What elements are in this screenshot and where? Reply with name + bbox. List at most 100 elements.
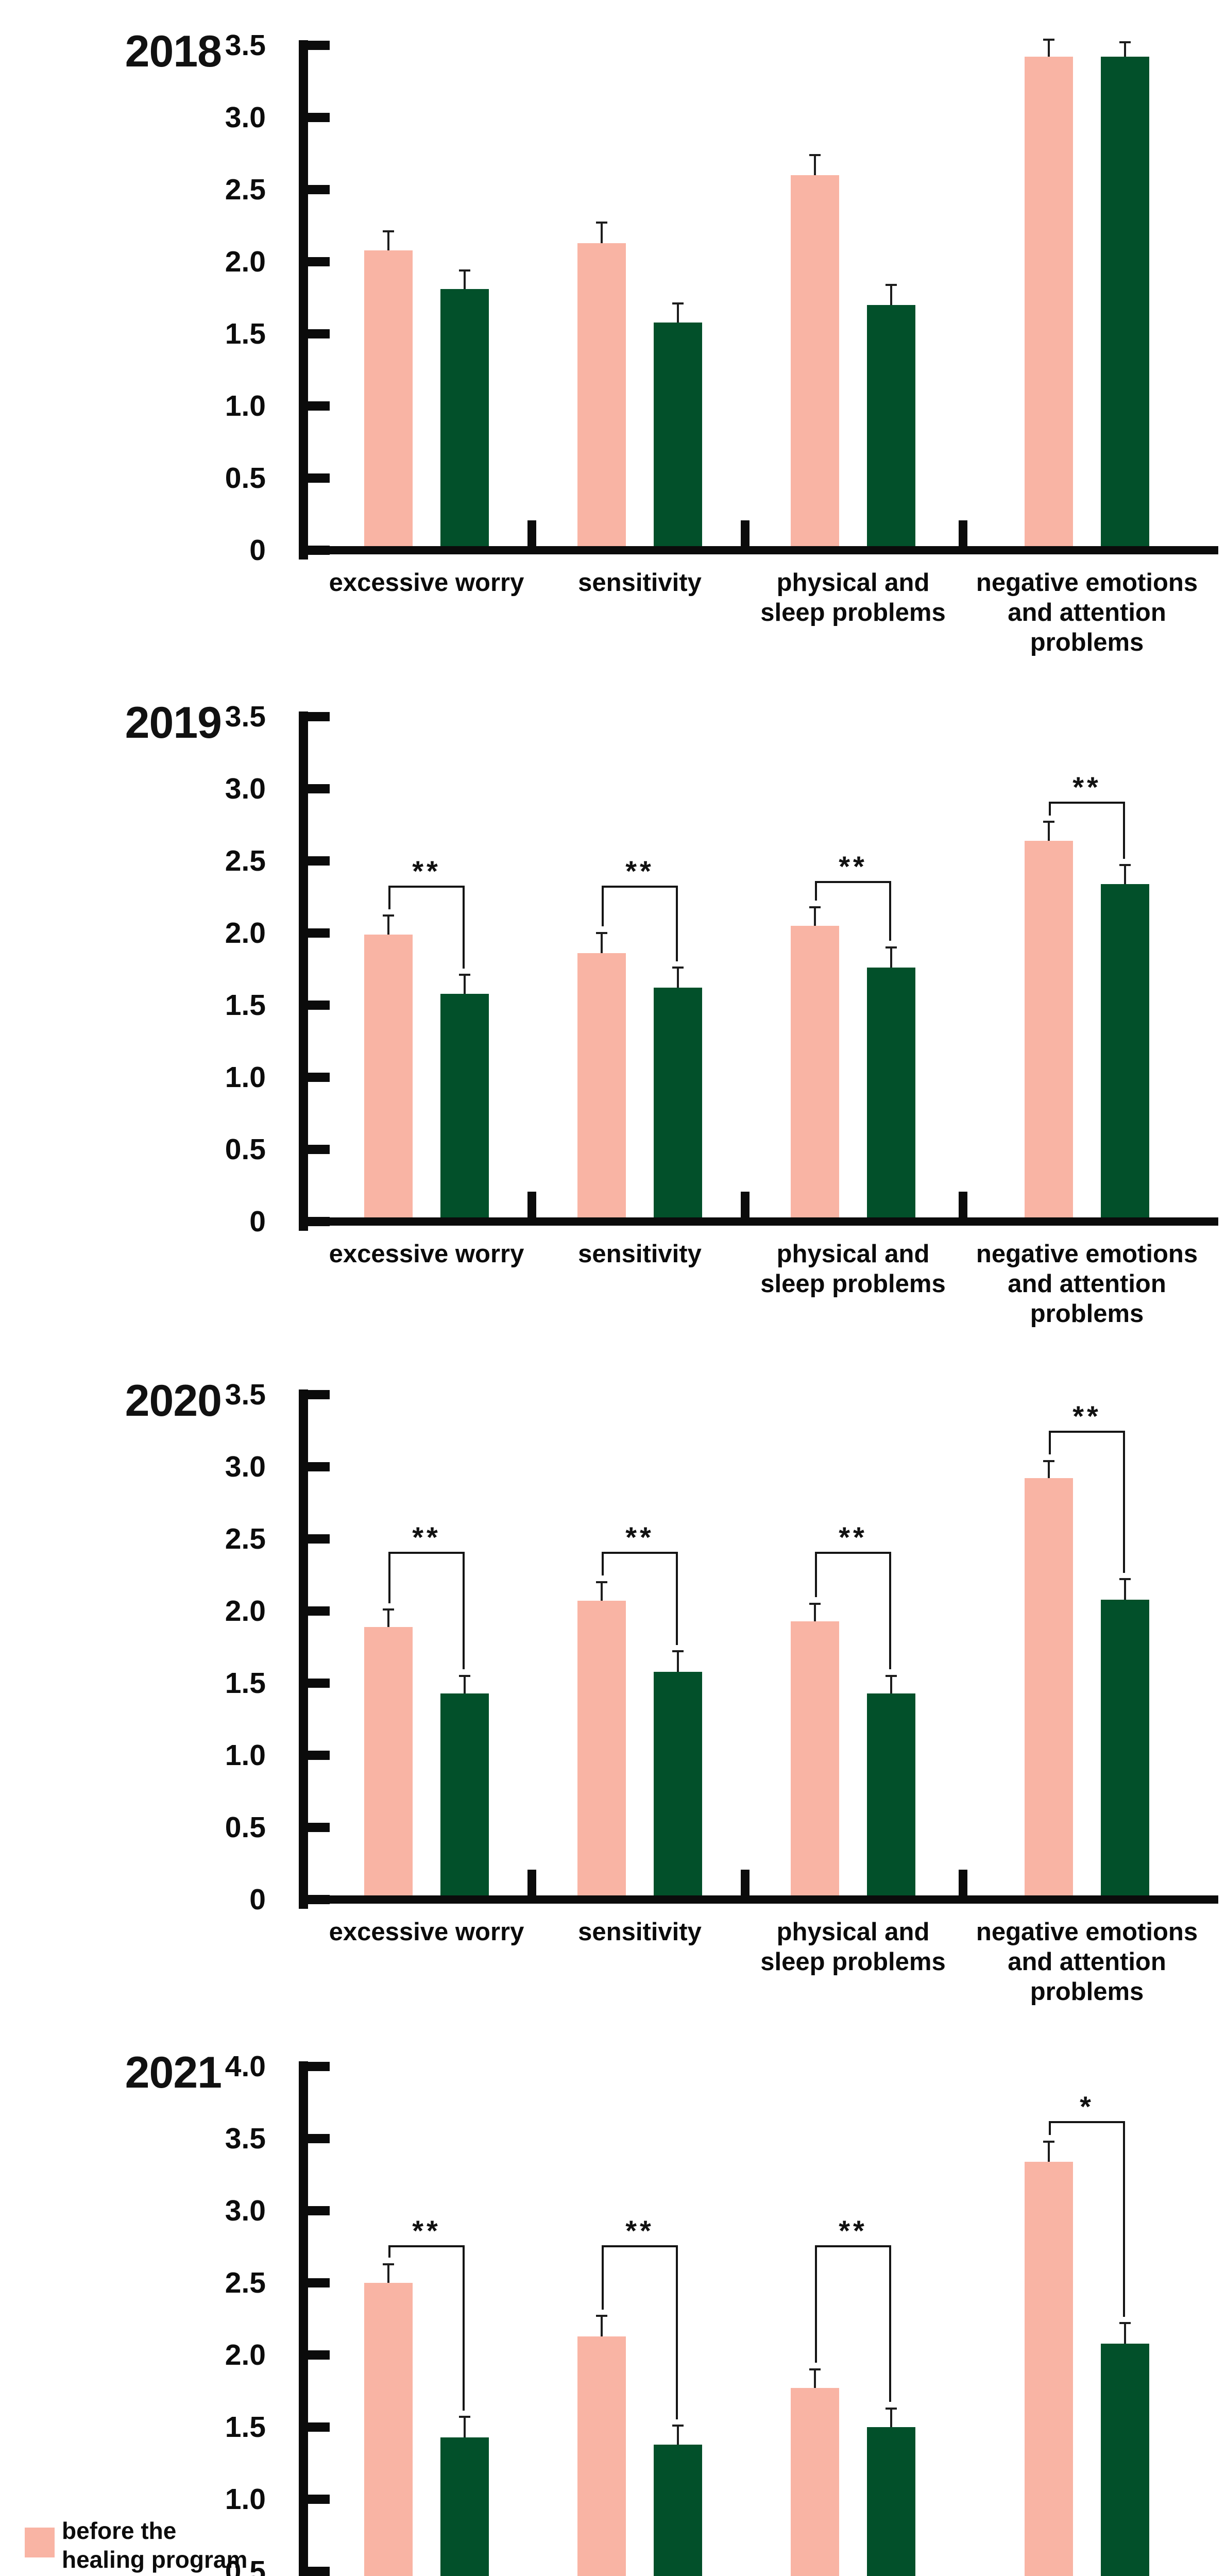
category-label-line: negative emotions: [976, 1918, 1198, 1946]
error-bar: [814, 155, 816, 175]
category-label-line: physical and: [776, 569, 930, 597]
x-axis-group-tick: [527, 520, 536, 550]
y-axis-line: [299, 2061, 308, 2576]
error-bar-cap: [672, 302, 684, 305]
bar-after: [440, 993, 489, 1222]
y-tick-label: 2.5: [225, 2266, 266, 2299]
sig-stars: **: [839, 850, 867, 883]
error-bar: [601, 933, 603, 954]
y-axis-tick: [306, 2567, 330, 2576]
error-bar-cap: [596, 1581, 607, 1583]
bar-before: [577, 243, 626, 550]
error-bar-cap: [459, 2416, 470, 2418]
error-bar-cap: [383, 2263, 394, 2265]
chart-year-label: 2021: [125, 2048, 222, 2097]
bar-before: [791, 926, 839, 1222]
y-tick-label: 2.5: [225, 173, 266, 206]
category-label-line: excessive worry: [329, 569, 524, 597]
y-tick-label: 1.5: [225, 317, 266, 350]
y-axis-tick: [306, 712, 330, 721]
y-axis-line: [299, 40, 308, 560]
sig-stars: **: [1072, 771, 1101, 804]
chart-2020: 2020 3.5 3.0 2.5 2.0 1.5 1.0 0.5 0 ** excessive …: [0, 1377, 1226, 2033]
y-axis-tick: [306, 2422, 330, 2432]
error-bar: [890, 1676, 892, 1693]
y-tick-label: 2.0: [225, 245, 266, 278]
error-bar-cap: [886, 1675, 897, 1677]
error-bar-cap: [886, 946, 897, 948]
sig-stars: **: [625, 1521, 654, 1554]
y-axis-tick: [306, 1001, 330, 1010]
legend-label-before: before the healing program: [62, 2516, 247, 2574]
sig-bracket-left-leg: [1049, 1431, 1051, 1455]
error-bar: [601, 2316, 603, 2336]
category-label-line: and attention problems: [1008, 1270, 1166, 1328]
y-tick-label: 3.5: [225, 2122, 266, 2155]
y-tick-label: 0.5: [225, 1811, 266, 1844]
bar-after: [867, 968, 915, 1222]
error-bar-cap: [459, 1675, 470, 1677]
bar-before: [577, 953, 626, 1222]
error-bar: [464, 1676, 466, 1693]
y-axis-labels: 3.5 3.0 2.5 2.0 1.5 1.0 0.5 0: [144, 700, 280, 1355]
bar-after: [867, 305, 915, 550]
error-bar-cap: [383, 230, 394, 233]
error-bar: [1124, 1579, 1126, 1600]
error-bar-cap: [1043, 821, 1054, 823]
category-label-line: sensitivity: [578, 569, 702, 597]
x-axis-line: [299, 1895, 1218, 1904]
sig-bracket-left-leg: [1049, 802, 1051, 816]
sig-bracket: [815, 1552, 891, 1554]
error-bar-cap: [672, 2425, 684, 2427]
category-label: negative emotions and attention problems: [968, 1239, 1205, 1329]
y-tick-label: 3.5: [225, 700, 266, 733]
sig-stars: **: [1072, 1400, 1101, 1432]
y-tick-label: 0.5: [225, 1133, 266, 1166]
bar-after: [1101, 884, 1149, 1222]
y-axis-tick: [306, 2495, 330, 2504]
bar-after: [867, 1693, 915, 1900]
error-bar: [814, 1604, 816, 1621]
sig-bracket-right-leg: [463, 2245, 465, 2411]
error-bar: [1124, 2323, 1126, 2344]
error-bar-cap: [459, 974, 470, 976]
error-bar: [1048, 822, 1050, 841]
bar-before: [1025, 840, 1073, 1222]
sig-bracket-left-leg: [815, 881, 817, 901]
error-bar-cap: [672, 1650, 684, 1653]
error-bar: [677, 303, 679, 323]
error-bar-cap: [809, 2368, 821, 2370]
x-axis-group-tick: [959, 520, 967, 550]
y-tick-label: 1.5: [225, 2411, 266, 2444]
y-axis-tick: [306, 41, 330, 50]
bar-before: [791, 175, 839, 550]
x-axis-group-tick: [527, 1870, 536, 1900]
x-axis-group-tick: [741, 1192, 750, 1222]
bar-before: [1025, 2161, 1073, 2576]
bar-after: [440, 1693, 489, 1900]
plot-area: ** excessive worry ** sensitivity ** physical…: [299, 1389, 1218, 2006]
sig-bracket-left-leg: [388, 885, 390, 909]
category-label: excessive worry: [308, 1239, 545, 1269]
sig-bracket-right-leg: [1123, 802, 1125, 859]
category-label-line: sleep problems: [760, 1270, 946, 1298]
error-bar: [387, 916, 389, 935]
bar-after: [440, 2437, 489, 2576]
y-axis-tick: [306, 1823, 330, 1832]
y-tick-label: 3.0: [225, 101, 266, 134]
bar-after: [654, 988, 702, 1222]
legend-label-line: healing program: [62, 2546, 248, 2573]
bar-before: [791, 1621, 839, 1900]
y-tick-label: 1.0: [225, 389, 266, 422]
y-axis-tick: [306, 1534, 330, 1544]
error-bar-cap: [809, 1603, 821, 1605]
sig-bracket-left-leg: [388, 1552, 390, 1603]
bar-before: [364, 1626, 413, 1900]
y-axis-tick: [306, 856, 330, 866]
error-bar: [1048, 39, 1050, 57]
x-axis-group-tick: [741, 520, 750, 550]
y-axis-tick: [306, 1751, 330, 1760]
sig-bracket-left-leg: [602, 2245, 604, 2310]
y-tick-label: 1.5: [225, 989, 266, 1022]
bar-after: [1101, 57, 1149, 550]
